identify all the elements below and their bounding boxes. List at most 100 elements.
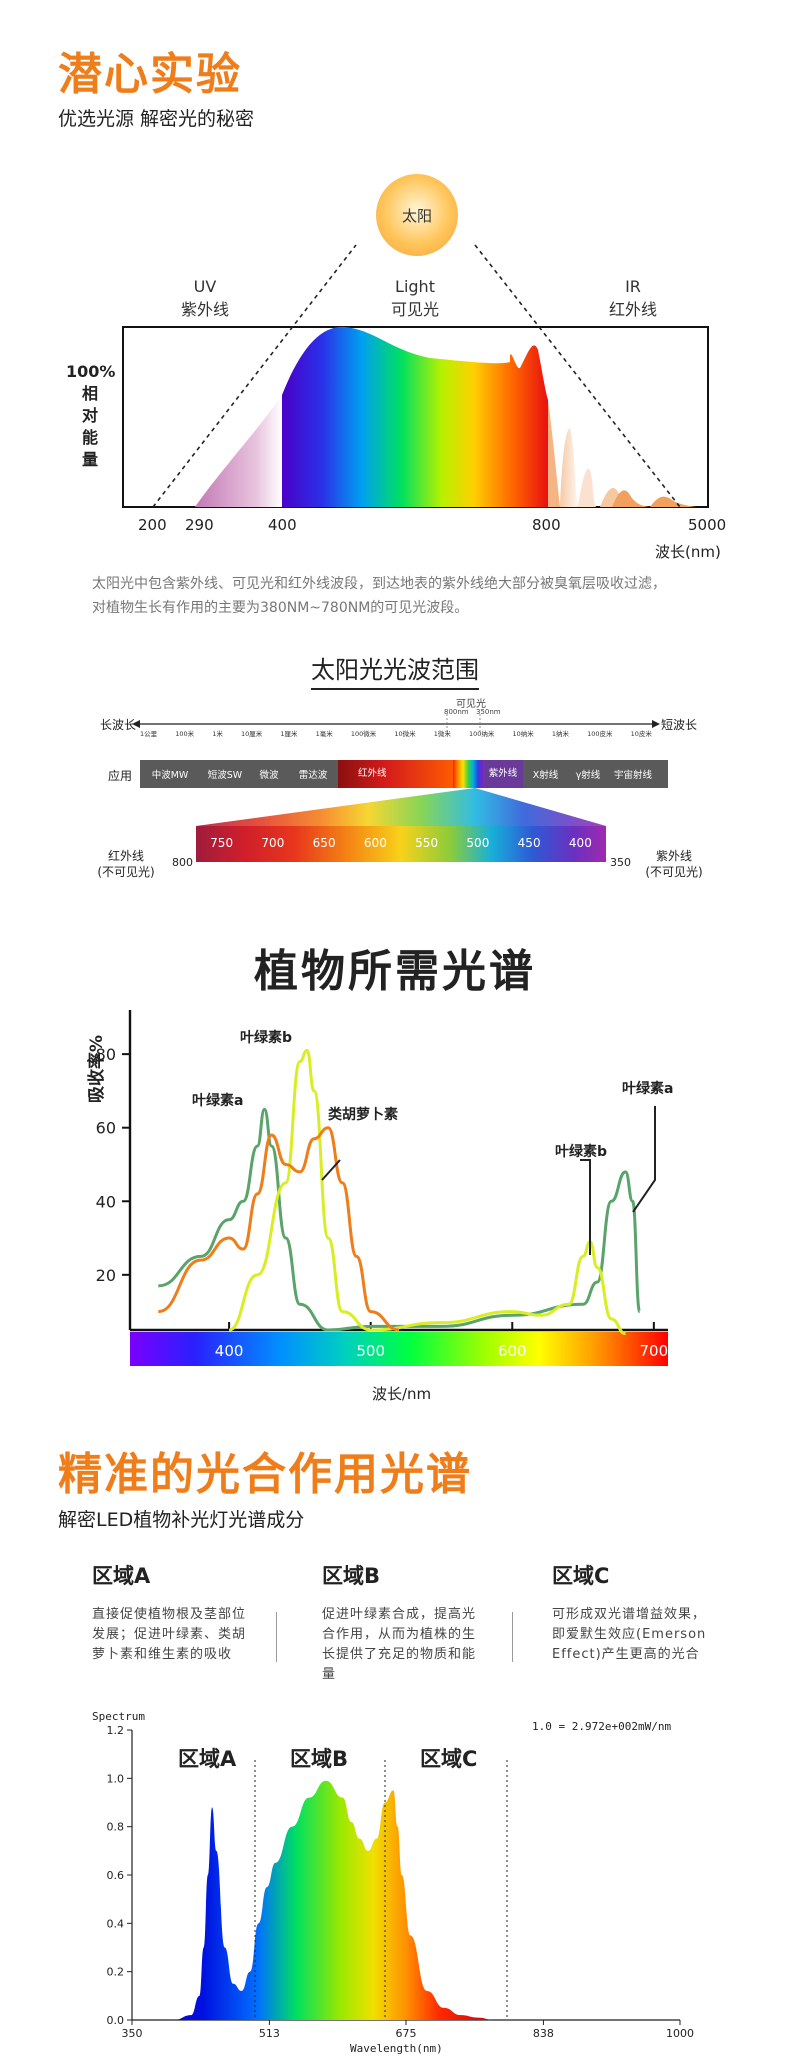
label-carotene: 类胡萝卜素 [328, 1107, 398, 1123]
chart-zone-c: 区域C [420, 1747, 478, 1771]
section4-subtitle: 解密LED植物补光灯光谱成分 [58, 1509, 305, 1531]
x-unit-label: 波长(nm) [655, 543, 721, 561]
x-tick-400: 400 [268, 516, 297, 534]
series-line [158, 1126, 400, 1332]
visible-bar [196, 826, 606, 862]
bar-tick: 700 [261, 836, 285, 850]
absorption-chart: 20 40 60 80 400 500 600 700 [96, 1010, 669, 1366]
y-label-char: 对 [81, 406, 98, 425]
chart-zone-b: 区域B [290, 1747, 349, 1771]
section4-title: 精准的光合作用光谱 [58, 1449, 472, 1500]
band-ultraviolet: 紫外线 [483, 760, 523, 788]
spec-x-tick-label: 513 [259, 2027, 280, 2040]
x-tick-label: 700 [640, 1342, 669, 1360]
series-line [158, 1107, 642, 1332]
spec-x-tick-label: 350 [122, 2027, 143, 2040]
label-chlb-2: 叶绿素b [555, 1144, 608, 1160]
section1-note: 太阳光中包含紫外线、可见光和红外线波段，到达地表的紫外线绝大部分被臭氧层吸收过滤… [92, 576, 666, 616]
spec-y-tick-label: 0.2 [107, 1966, 125, 1979]
bar-tick: 400 [568, 836, 592, 850]
spec-y-tick-label: 0.6 [107, 1869, 125, 1882]
spectrum-y-label: Spectrum [92, 1710, 145, 1723]
band-microwave: 微波 [259, 770, 279, 781]
bar-tick: 650 [312, 836, 336, 850]
scale-label: 100米 [175, 730, 195, 738]
zone-c-text: 可形成双光谱增益效果，即爱默生效应(Emerson Effect)产生更高的光合 [552, 1607, 707, 1662]
section3-title: 植物所需光谱 [254, 946, 536, 997]
infrared-side-note: (不可见光) [97, 865, 155, 879]
x-tick-200: 200 [138, 516, 167, 534]
spec-y-tick-label: 0.8 [107, 1821, 125, 1834]
y-label-100: 100% [66, 362, 116, 381]
spec-y-tick-label: 0.0 [107, 2014, 125, 2027]
band-mw: 中波MW [151, 770, 189, 781]
light-zh: 可见光 [390, 300, 439, 319]
uv-en: UV [193, 277, 217, 296]
zone-c-title: 区域C [552, 1564, 610, 1588]
spec-x-tick-label: 838 [533, 2027, 554, 2040]
band-radar: 雷达波 [298, 770, 328, 781]
x-tick-5000: 5000 [688, 516, 727, 534]
infrared-side-label: 红外线 (不可见光) [88, 848, 164, 880]
scale-note: 1.0 = 2.972e+002mW/nm [532, 1720, 672, 1733]
ultraviolet-side-note: (不可见光) [645, 865, 703, 879]
sun-circle: 太阳 [376, 174, 458, 256]
long-wave-label: 长波长 [100, 718, 137, 732]
prism-triangle [196, 788, 606, 826]
rainbow-bar [130, 1332, 668, 1366]
light-label: Light 可见光 [375, 277, 455, 320]
band-sw: 短波SW [207, 770, 243, 781]
x-tick-800: 800 [532, 516, 561, 534]
uv-zh: 紫外线 [180, 300, 229, 319]
zone-divider-1 [276, 1612, 277, 1662]
bar-tick: 600 [363, 836, 387, 850]
x-tick-label: 600 [498, 1342, 527, 1360]
scale-label: 1厘米 [280, 730, 298, 738]
series-line [228, 1048, 626, 1336]
y-tick-label: 40 [96, 1192, 116, 1211]
bar-left-800: 800 [172, 856, 193, 869]
apply-label: 应用 [108, 769, 133, 783]
chlb2-leader-line [580, 1159, 591, 1255]
uv-label: UV 紫外线 [170, 277, 240, 320]
chart-zone-a: 区域A [178, 1747, 237, 1771]
ruler-arrow-left [132, 720, 140, 728]
ir-area-2 [560, 428, 578, 507]
nm350-label: 350nm [476, 708, 501, 716]
ruler-scale: 1公里 100米 1米 10厘米 1厘米 1毫米 100微米 10微米 1微米 … [140, 728, 652, 738]
relative-energy-label: 100% 相 对 能 量 [66, 361, 116, 471]
zone-a-title: 区域A [92, 1564, 151, 1588]
uv-area [195, 395, 282, 507]
wavelength-ruler [132, 714, 660, 734]
band-visible-strip [453, 760, 483, 788]
scale-label: 10皮米 [630, 730, 652, 738]
x-tick-290: 290 [185, 516, 214, 534]
spectrum-area [174, 1780, 495, 2020]
bar-tick: 450 [517, 836, 541, 850]
scale-label: 1毫米 [315, 730, 333, 738]
ir-area-3 [578, 469, 596, 507]
short-wave-label: 短波长 [661, 718, 698, 732]
visible-bar-ticks: 750 700 650 600 550 500 450 400 [196, 836, 606, 850]
label-chla-2: 叶绿素a [622, 1081, 674, 1097]
ruler-arrow-right [652, 720, 660, 728]
zone-divider-2 [512, 1612, 513, 1662]
carotene-leader-line [321, 1159, 341, 1181]
scale-label: 1纳米 [551, 730, 569, 738]
infrared-side-title: 红外线 [107, 849, 144, 863]
sun-label: 太阳 [401, 206, 432, 225]
label-chla-1: 叶绿素a [192, 1093, 244, 1109]
visible-area [282, 326, 548, 507]
section2-title: 太阳光光波范围 [311, 656, 479, 690]
ir-en: IR [625, 277, 641, 296]
scale-label: 100纳米 [468, 730, 495, 738]
prism-fan [196, 788, 606, 826]
scale-label: 1公里 [140, 730, 158, 738]
chla2-leader-line [632, 1106, 656, 1213]
y-tick-label: 80 [96, 1045, 116, 1064]
band-infrared: 红外线 [338, 760, 453, 788]
bar-right-350: 350 [610, 856, 631, 869]
scale-label: 10厘米 [240, 730, 263, 738]
ir-area-6 [650, 496, 696, 507]
light-en: Light [395, 277, 435, 296]
